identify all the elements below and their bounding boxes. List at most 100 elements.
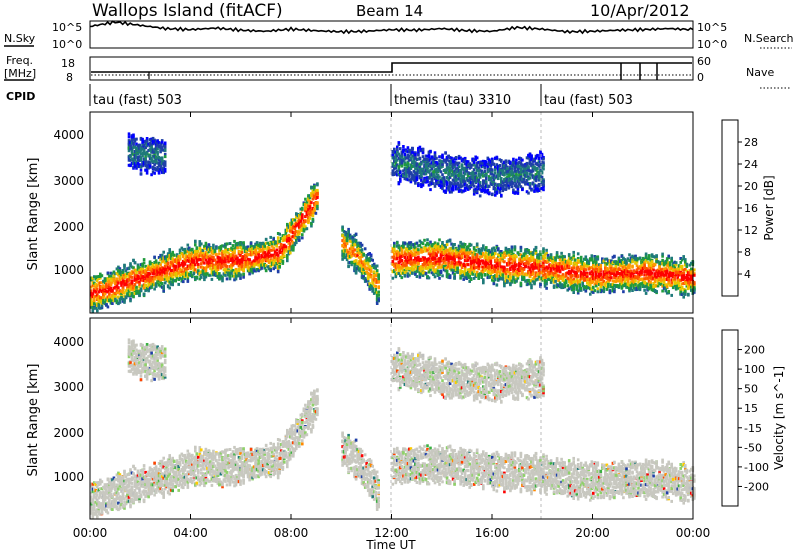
power-echo-cell (126, 292, 129, 296)
power-echo-cell (191, 257, 194, 261)
power-echo-cell (551, 275, 554, 279)
power-echo-cell (439, 269, 443, 273)
power-echo-cell (117, 281, 120, 285)
power-echo-cell (157, 266, 161, 270)
power-echo-cell (310, 185, 313, 189)
power-echo-cell (148, 277, 152, 281)
power-echo-cell (613, 279, 616, 283)
power-echo-cell (186, 249, 190, 253)
power-echo-cell (206, 255, 209, 259)
power-echo-cell (652, 282, 655, 285)
power-echo-cell (171, 261, 174, 265)
power-echo-cell (488, 250, 491, 254)
power-echo-cell (111, 280, 114, 284)
power-echo-cell (97, 295, 101, 299)
power-echo-cell (365, 256, 368, 260)
power-echo-cell (260, 248, 263, 252)
power-echo-cell (254, 243, 257, 247)
power-echo-cell (109, 271, 113, 275)
power-echo-cell (557, 256, 560, 259)
power-echo-cell (596, 257, 600, 261)
power-echo-cell (102, 301, 105, 305)
power-echo-cell (459, 272, 462, 276)
power-echo-cell (492, 266, 496, 270)
power-echo-cell (314, 201, 318, 205)
power-echo-cell (491, 275, 494, 279)
power-echo-cell (466, 275, 470, 279)
power-echo-cell (162, 267, 165, 271)
power-echo-cell (589, 278, 592, 282)
power-echo-cell (421, 274, 425, 277)
power-echo-cell (372, 266, 376, 270)
power-echo-cell (111, 278, 114, 282)
power-echo-cell (626, 266, 630, 270)
power-echo-cell (114, 282, 117, 286)
power-echo-cell (307, 194, 310, 198)
power-echo-cell (504, 248, 508, 252)
power-echo-cell (472, 267, 476, 271)
power-echo-cell (530, 263, 533, 267)
power-echo-cell (595, 275, 598, 279)
power-echo-cell (204, 244, 208, 247)
power-echo-cell (93, 295, 96, 299)
power-echo-cell (506, 270, 509, 273)
power-echo-cell (522, 267, 526, 271)
power-echo-cell (412, 260, 416, 264)
power-echo-cell (586, 273, 589, 277)
power-echo-cell (138, 282, 141, 286)
power-echo-cell (629, 259, 633, 263)
power-echo-cell (576, 289, 580, 293)
power-echo-cell (112, 286, 116, 290)
power-echo-cell (593, 289, 597, 293)
power-echo-cell (287, 245, 291, 249)
power-echo-cell (516, 274, 520, 278)
power-echo-cell (644, 259, 648, 263)
power-echo-cell (147, 289, 150, 293)
power-echo-cell (221, 275, 224, 279)
power-echo-cell (641, 267, 645, 270)
power-echo-cell (127, 285, 131, 289)
power-echo-cell (412, 267, 416, 271)
power-echo-cell (605, 262, 609, 266)
power-echo-cell (269, 235, 272, 239)
power-echo-cell (611, 271, 615, 275)
power-echo-cell (552, 265, 556, 269)
power-echo-cell (151, 279, 155, 282)
power-echo-cell (194, 253, 197, 257)
power-echo-cell (94, 275, 98, 279)
power-echo-cell (195, 254, 199, 258)
power-echo-cell (573, 283, 577, 287)
power-echo-cell (106, 285, 110, 289)
power-echo-cell (130, 291, 134, 295)
power-echo-cell (468, 256, 471, 260)
power-echo-cell (555, 283, 559, 287)
power-echo-cell (528, 271, 532, 274)
power-echo-cell (231, 256, 235, 260)
power-echo-cell (444, 245, 447, 249)
power-echo-cell (593, 256, 597, 260)
power-echo-cell (469, 259, 473, 263)
power-echo-cell (453, 243, 456, 246)
power-echo-cell (429, 262, 432, 266)
power-echo-cell (121, 299, 125, 303)
power-echo-cell (162, 256, 165, 260)
power-echo-cell (432, 262, 435, 265)
power-echo-cell (543, 280, 547, 284)
power-echo-cell (121, 286, 125, 290)
power-echo-cell (132, 270, 135, 274)
power-echo-cell (163, 261, 167, 265)
power-echo-cell (405, 246, 408, 250)
power-echo-cell (432, 243, 435, 246)
power-echo-cell (650, 285, 654, 289)
power-echo-cell (248, 266, 251, 270)
power-echo-cell (141, 263, 144, 266)
power-echo-cell (549, 275, 553, 279)
power-echo-cell (628, 287, 631, 291)
power-echo-cell (536, 277, 539, 281)
power-echo-cell (169, 252, 173, 256)
power-echo-cell (552, 267, 556, 271)
power-echo-cell (180, 273, 184, 276)
power-echo-cell (631, 254, 634, 258)
power-echo-cell (396, 264, 399, 267)
power-echo-cell (281, 261, 285, 265)
